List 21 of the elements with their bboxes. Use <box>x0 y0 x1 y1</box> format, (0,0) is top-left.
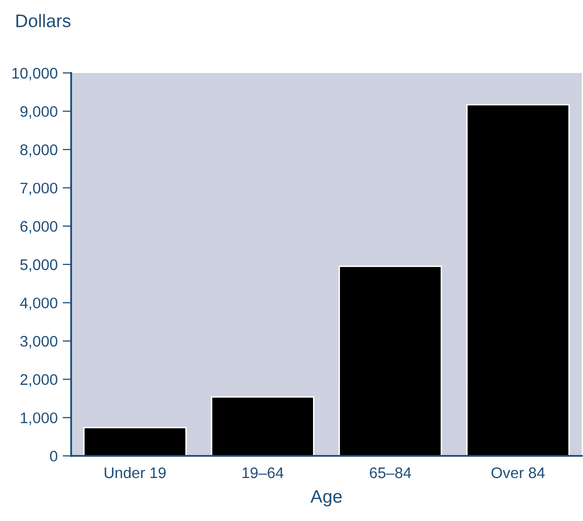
y-tick-label: 10,000 <box>12 68 58 80</box>
y-tick-label: 0 <box>50 450 58 462</box>
y-tick-label: 1,000 <box>20 412 58 426</box>
y-tick-label: 5,000 <box>20 259 58 272</box>
y-tick-label: 9,000 <box>20 106 58 119</box>
y-tick-label: 8,000 <box>20 144 58 158</box>
y-tick-label: 3,000 <box>20 336 58 348</box>
x-tick-label: Over 84 <box>492 467 545 478</box>
y-tick-label: 4,000 <box>20 298 58 310</box>
bar <box>83 426 187 456</box>
bar <box>210 396 314 456</box>
bar <box>338 266 442 456</box>
y-tick-label: 6,000 <box>20 220 58 234</box>
y-axis-title: Dollars <box>16 14 70 28</box>
x-tick-label: Under 19 <box>104 466 166 478</box>
bar <box>466 104 570 456</box>
y-tick-label: 7,000 <box>20 182 58 196</box>
x-tick-label: 19–64 <box>242 467 284 478</box>
y-tick-label: 2,000 <box>20 374 58 387</box>
x-tick-label: 65–84 <box>370 467 412 478</box>
x-axis-title: Age <box>310 490 342 506</box>
